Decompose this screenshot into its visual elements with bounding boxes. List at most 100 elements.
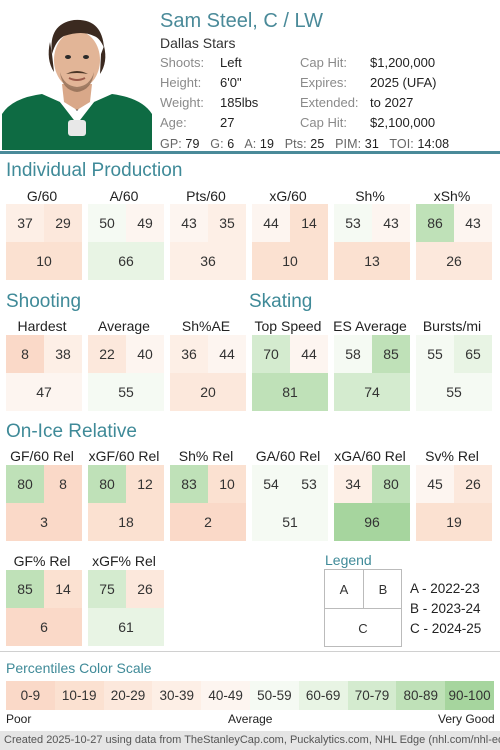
stat-cell-b: 14 xyxy=(44,570,82,608)
scale-bin-20-29: 20-29 xyxy=(103,681,153,710)
stat-cell-a: 53 xyxy=(334,204,372,242)
scale-bin-80-89: 80-89 xyxy=(396,681,446,710)
gp-value: 79 xyxy=(185,137,200,151)
stat-card-xgf-60-rel: 80 12 18 xyxy=(88,465,164,541)
individual-production-title: Individual Production xyxy=(6,160,183,181)
age-label: Age: xyxy=(160,115,187,130)
skating-title: Skating xyxy=(249,291,313,312)
legend-cell-c: C xyxy=(358,620,368,636)
stat-label-sh-rel: Sh% Rel xyxy=(178,448,234,464)
toi-label: TOI: xyxy=(389,137,414,151)
legend-item-b: B - 2023-24 xyxy=(410,601,481,616)
player-name: Sam Steel, C / LW xyxy=(160,10,324,32)
legend-cell-a: A xyxy=(339,581,349,597)
shooting-title: Shooting xyxy=(6,291,82,312)
stat-card-gf-60-rel: 80 8 3 xyxy=(6,465,82,541)
gp-label: GP: xyxy=(160,137,182,151)
pim-label: PIM: xyxy=(335,137,362,151)
stat-cell-a: 86 xyxy=(416,204,454,242)
stat-label-xsh: xSh% xyxy=(433,188,471,204)
stat-cell-b: 44 xyxy=(208,335,246,373)
stat-cell-a: 80 xyxy=(6,465,44,503)
stat-cell-c: 55 xyxy=(88,373,164,411)
stat-cell-b: 12 xyxy=(126,465,164,503)
stat-card-xsh: 86 43 26 xyxy=(416,204,492,280)
stat-cell-b: 49 xyxy=(126,204,164,242)
extended-label: Extended: xyxy=(300,95,359,110)
toi-value: 14:08 xyxy=(417,137,450,151)
goals-label: G: xyxy=(210,137,224,151)
stat-cell-c: 61 xyxy=(88,608,164,646)
scale-poor-label: Poor xyxy=(6,712,32,726)
stat-label-xgf-60-rel: xGF/60 Rel xyxy=(88,448,160,464)
stat-cell-a: 22 xyxy=(88,335,126,373)
legend-horizontal-divider xyxy=(325,608,401,609)
extended-value: to 2027 xyxy=(370,95,414,110)
legend-title: Legend xyxy=(325,552,372,568)
team-name: Dallas Stars xyxy=(160,35,236,51)
stat-cell-c: 3 xyxy=(6,503,82,541)
stat-cell-a: 83 xyxy=(170,465,208,503)
percentile-color-scale: 0-9 10-19 20-29 30-39 40-49 50-59 60-69 70-79 80… xyxy=(6,681,494,710)
new-cap-hit-value: $2,100,000 xyxy=(370,115,436,130)
stat-cell-c: 6 xyxy=(6,608,82,646)
stat-cell-b: 26 xyxy=(454,465,492,503)
stat-cell-a: 54 xyxy=(252,465,290,503)
points-label: Pts: xyxy=(284,137,307,151)
expires-value: 2025 (UFA) xyxy=(370,75,437,90)
scale-bin-70-79: 70-79 xyxy=(347,681,397,710)
scale-average-label: Average xyxy=(228,712,273,726)
stat-card-xg-60: 44 14 10 xyxy=(252,204,328,280)
weight-label: Weight: xyxy=(160,95,204,110)
height-label: Height: xyxy=(160,75,202,90)
assists-value: 19 xyxy=(259,137,275,151)
scale-bin-60-69: 60-69 xyxy=(298,681,348,710)
scale-bin-90-100: 90-100 xyxy=(445,681,494,710)
scale-divider xyxy=(0,651,500,652)
stat-card-hardest: 8 38 47 xyxy=(6,335,82,411)
stat-cell-b: 38 xyxy=(44,335,82,373)
stat-cell-b: 8 xyxy=(44,465,82,503)
stat-cell-c: 19 xyxy=(416,503,492,541)
stat-card-a-60: 50 49 66 xyxy=(88,204,164,280)
stat-label-gf-rel: GF% Rel xyxy=(13,553,71,569)
age-value: 27 xyxy=(220,115,235,130)
stat-cell-c: 10 xyxy=(6,242,82,280)
stat-cell-b: 10 xyxy=(208,465,246,503)
stat-label-xgf-rel: xGF% Rel xyxy=(92,553,156,569)
stat-cell-b: 43 xyxy=(372,204,410,242)
on-ice-relative-title: On-Ice Relative xyxy=(6,421,137,442)
stat-card-sh: 53 43 13 xyxy=(334,204,410,280)
stat-cell-b: 80 xyxy=(372,465,410,503)
stat-cell-a: 37 xyxy=(6,204,44,242)
expires-label: Expires: xyxy=(300,75,347,90)
scale-bin-30-39: 30-39 xyxy=(152,681,202,710)
stat-label-g-60: G/60 xyxy=(26,188,58,204)
stat-card-xga-60-rel: 34 80 96 xyxy=(334,465,410,541)
weight-value: 185lbs xyxy=(220,95,259,110)
stat-cell-c: 26 xyxy=(416,242,492,280)
goals-value: 6 xyxy=(227,137,235,151)
stat-label-top-speed: Top Speed xyxy=(254,318,322,334)
stat-cell-b: 85 xyxy=(372,335,410,373)
legend-vertical-divider xyxy=(363,570,364,608)
scale-bin-50-59: 50-59 xyxy=(249,681,299,710)
scale-bin-10-19: 10-19 xyxy=(54,681,104,710)
stat-cell-b: 14 xyxy=(290,204,328,242)
stat-label-a-60: A/60 xyxy=(109,188,139,204)
stat-card-top-speed: 70 44 81 xyxy=(252,335,328,411)
stat-cell-a: 36 xyxy=(170,335,208,373)
stat-cell-a: 80 xyxy=(88,465,126,503)
stat-cell-b: 53 xyxy=(290,465,328,503)
stat-cell-a: 75 xyxy=(88,570,126,608)
stat-label-gf-60-rel: GF/60 Rel xyxy=(10,448,74,464)
stat-cell-a: 55 xyxy=(416,335,454,373)
stat-label-bursts-mi: Bursts/mi xyxy=(422,318,482,334)
stat-card-sv-rel: 45 26 19 xyxy=(416,465,492,541)
cap-hit-label: Cap Hit: xyxy=(300,55,347,70)
scale-very-good-label: Very Good xyxy=(438,712,495,726)
points-value: 25 xyxy=(310,137,325,151)
stat-cell-c: 51 xyxy=(252,503,328,541)
cap-hit-value: $1,200,000 xyxy=(370,55,436,70)
stat-cell-c: 36 xyxy=(170,242,246,280)
